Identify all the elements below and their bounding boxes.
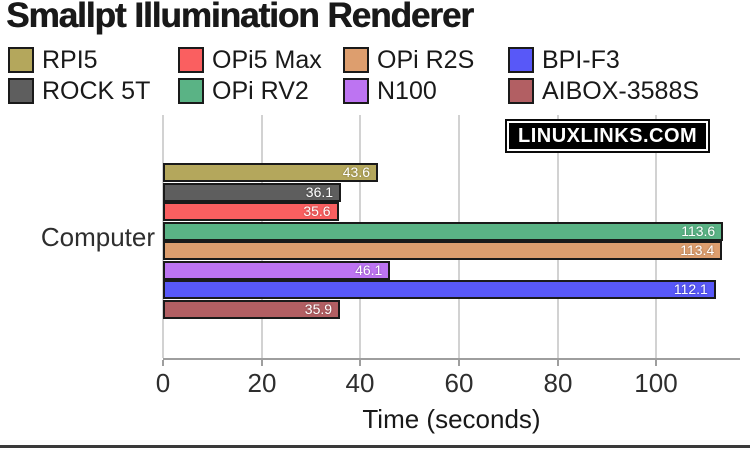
bar-bpi-f3: 112.1 bbox=[163, 280, 716, 299]
x-tick-label: 40 bbox=[345, 368, 375, 398]
category-label: Computer bbox=[40, 222, 155, 252]
legend-swatch bbox=[508, 47, 534, 73]
bar-aibox-3588s: 35.9 bbox=[163, 299, 341, 319]
legend-item: AIBOX-3588S bbox=[508, 76, 700, 105]
tick-mark bbox=[261, 360, 263, 366]
tick-mark bbox=[557, 360, 559, 366]
legend-item: ROCK 5T bbox=[8, 76, 178, 105]
legend-swatch bbox=[8, 47, 34, 73]
plot-area: 43.6 36.1 35.6 113.6 113.4 46.1 112.1 35.9 bbox=[162, 115, 740, 366]
bar-value-label: 43.6 bbox=[342, 164, 371, 180]
bar-rock-5t: 36.1 bbox=[163, 182, 342, 202]
bottom-edge-strip bbox=[0, 445, 750, 448]
bar-n100: 46.1 bbox=[163, 260, 391, 280]
legend-swatch bbox=[508, 78, 534, 104]
bar-value-label: 35.6 bbox=[303, 203, 331, 219]
x-tick-label: 60 bbox=[444, 368, 474, 398]
chart-legend: RPI5 ROCK 5T OPi5 Max OPi RV2 OPi R2S N100 BPI… bbox=[8, 45, 700, 105]
legend-label: RPI5 bbox=[42, 45, 98, 74]
chart-title: Smallpt Illumination Renderer bbox=[6, 0, 474, 35]
legend-label: BPI-F3 bbox=[542, 45, 620, 74]
bar-value-label: 112.1 bbox=[673, 281, 708, 297]
legend-item: OPi RV2 bbox=[178, 76, 343, 105]
legend-item: OPi R2S bbox=[343, 45, 508, 74]
x-tick-label: 20 bbox=[247, 368, 277, 398]
legend-swatch bbox=[178, 78, 204, 104]
tick-mark bbox=[359, 360, 361, 366]
legend-swatch bbox=[343, 78, 369, 104]
x-tick-label: 80 bbox=[543, 368, 573, 398]
x-axis-label: Time (seconds) bbox=[362, 404, 541, 434]
bar-rpi5: 43.6 bbox=[163, 163, 379, 182]
legend-swatch bbox=[8, 78, 34, 104]
legend-swatch bbox=[178, 47, 204, 73]
legend-item: RPI5 bbox=[8, 45, 178, 74]
tick-mark bbox=[655, 360, 657, 366]
legend-swatch bbox=[343, 47, 369, 73]
bar-value-label: 35.9 bbox=[304, 300, 333, 317]
legend-label: OPi5 Max bbox=[212, 45, 322, 74]
bar-opi-rv2: 113.6 bbox=[163, 221, 724, 241]
bar-value-label: 36.1 bbox=[305, 183, 334, 200]
legend-item: OPi5 Max bbox=[178, 45, 343, 74]
legend-item: BPI-F3 bbox=[508, 45, 699, 74]
legend-label: AIBOX-3588S bbox=[542, 76, 700, 105]
legend-label: ROCK 5T bbox=[42, 76, 151, 105]
bar-opi-r2s: 113.4 bbox=[163, 241, 723, 260]
tick-mark bbox=[162, 360, 164, 366]
x-tick-label: 100 bbox=[634, 368, 678, 398]
bar-value-label: 46.1 bbox=[355, 261, 383, 278]
legend-label: N100 bbox=[377, 76, 437, 105]
bar-opi5-max: 35.6 bbox=[163, 202, 339, 221]
legend-label: OPi RV2 bbox=[212, 76, 309, 105]
bar-value-label: 113.6 bbox=[681, 222, 716, 239]
watermark-badge: LINUXLINKS.COM bbox=[504, 119, 711, 153]
x-tick-label: 0 bbox=[155, 368, 171, 398]
legend-label: OPi R2S bbox=[377, 45, 475, 74]
tick-mark bbox=[458, 360, 460, 366]
legend-item: N100 bbox=[343, 76, 508, 105]
bar-value-label: 113.4 bbox=[680, 242, 715, 258]
